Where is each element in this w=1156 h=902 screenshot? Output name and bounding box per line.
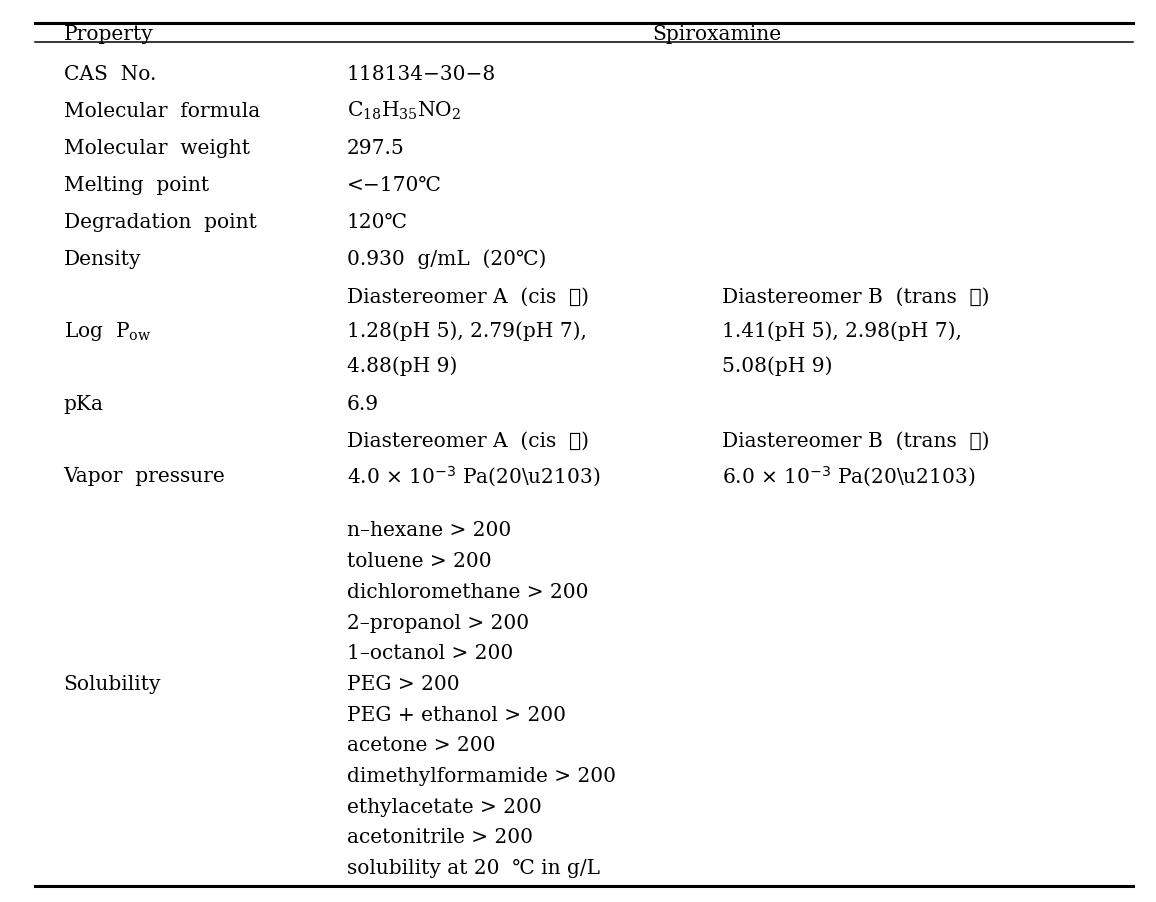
Text: acetonitrile > 200: acetonitrile > 200: [347, 827, 533, 847]
Text: PEG + ethanol > 200: PEG + ethanol > 200: [347, 704, 565, 724]
Text: 4.88(pH 9): 4.88(pH 9): [347, 355, 457, 375]
Text: 297.5: 297.5: [347, 138, 405, 158]
Text: Density: Density: [64, 249, 141, 269]
Text: 1.41(pH 5), 2.98(pH 7),: 1.41(pH 5), 2.98(pH 7),: [722, 321, 963, 341]
Text: 1.28(pH 5), 2.79(pH 7),: 1.28(pH 5), 2.79(pH 7),: [347, 321, 587, 341]
Text: dimethylformamide > 200: dimethylformamide > 200: [347, 766, 616, 786]
Text: Solubility: Solubility: [64, 674, 161, 694]
Text: toluene > 200: toluene > 200: [347, 551, 491, 571]
Text: Diastereomer B  (trans  형): Diastereomer B (trans 형): [722, 431, 990, 451]
Text: Melting  point: Melting point: [64, 175, 209, 195]
Text: 0.930  g/mL  (20℃): 0.930 g/mL (20℃): [347, 249, 546, 269]
Text: 120℃: 120℃: [347, 212, 408, 232]
Text: PEG > 200: PEG > 200: [347, 674, 459, 694]
Text: acetone > 200: acetone > 200: [347, 735, 495, 755]
Text: 2–propanol > 200: 2–propanol > 200: [347, 612, 529, 632]
Text: 6.0 $\times$ 10$^{-3}$ Pa(20\u2103): 6.0 $\times$ 10$^{-3}$ Pa(20\u2103): [722, 465, 976, 488]
Text: solubility at 20  ℃ in g/L: solubility at 20 ℃ in g/L: [347, 858, 600, 878]
Text: Molecular  weight: Molecular weight: [64, 138, 250, 158]
Text: n–hexane > 200: n–hexane > 200: [347, 520, 511, 540]
Text: Diastereomer A  (cis  형): Diastereomer A (cis 형): [347, 287, 588, 307]
Text: pKa: pKa: [64, 394, 104, 414]
Text: dichloromethane > 200: dichloromethane > 200: [347, 582, 588, 602]
Text: Diastereomer A  (cis  형): Diastereomer A (cis 형): [347, 431, 588, 451]
Text: $\mathregular{C_{18}H_{35}NO_2}$: $\mathregular{C_{18}H_{35}NO_2}$: [347, 100, 461, 122]
Text: Degradation  point: Degradation point: [64, 212, 257, 232]
Text: Diastereomer B  (trans  형): Diastereomer B (trans 형): [722, 287, 990, 307]
Text: 1–octanol > 200: 1–octanol > 200: [347, 643, 513, 663]
Text: Log  $\mathregular{P_{ow}}$: Log $\mathregular{P_{ow}}$: [64, 319, 151, 343]
Text: Property: Property: [64, 24, 154, 44]
Text: CAS  No.: CAS No.: [64, 64, 156, 84]
Text: 6.9: 6.9: [347, 394, 379, 414]
Text: Molecular  formula: Molecular formula: [64, 101, 260, 121]
Text: 4.0 $\times$ 10$^{-3}$ Pa(20\u2103): 4.0 $\times$ 10$^{-3}$ Pa(20\u2103): [347, 465, 600, 488]
Text: ethylacetate > 200: ethylacetate > 200: [347, 796, 541, 816]
Text: Spiroxamine: Spiroxamine: [652, 24, 781, 44]
Text: 5.08(pH 9): 5.08(pH 9): [722, 355, 833, 375]
Text: Vapor  pressure: Vapor pressure: [64, 466, 225, 486]
Text: 118134−30−8: 118134−30−8: [347, 64, 496, 84]
Text: <−170℃: <−170℃: [347, 175, 442, 195]
